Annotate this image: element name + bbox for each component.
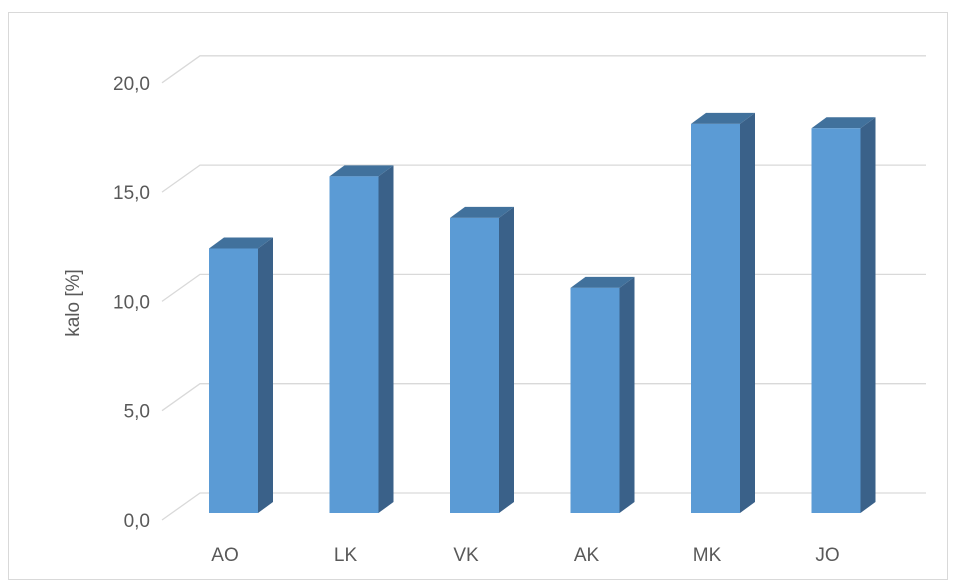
bar-top: [691, 112, 755, 124]
y-axis-title: kalo [%]: [63, 269, 84, 337]
gridline: [161, 55, 926, 84]
bar-side: [378, 165, 394, 513]
bar: [329, 165, 394, 513]
bar-top: [329, 165, 394, 177]
bar-top: [450, 206, 514, 218]
y-tick-label: 10,0: [113, 292, 150, 313]
bar-front: [570, 287, 620, 513]
bar-front: [209, 248, 258, 513]
x-tick-label: JO: [815, 545, 839, 566]
gridline: [161, 273, 926, 302]
bar-side: [860, 117, 876, 513]
bar-top: [570, 276, 635, 288]
x-tick-label: MK: [693, 545, 722, 566]
bar-front: [811, 128, 861, 514]
x-tick-label: LK: [334, 545, 358, 566]
y-tick-label: 0,0: [124, 511, 150, 532]
gridlines: [161, 55, 926, 521]
y-tick-labels: 0,0 5,0 10,0 15,0 20,0: [113, 74, 150, 532]
gridline: [161, 383, 926, 412]
gridline: [161, 492, 926, 521]
x-tick-label: VK: [453, 545, 479, 566]
bars: [209, 112, 876, 514]
bar: [209, 237, 273, 513]
bar: [811, 117, 876, 514]
x-tick-labels: AO LK VK AK MK JO: [211, 545, 839, 566]
gridline: [161, 164, 926, 193]
bar-top: [811, 117, 876, 129]
bar-front: [329, 176, 379, 513]
bar-side: [499, 206, 514, 513]
bar-front: [450, 217, 499, 513]
bar-top: [209, 237, 273, 249]
bar-side: [258, 237, 273, 513]
bar-side: [740, 112, 755, 513]
bar-front: [691, 123, 740, 513]
bar: [450, 206, 514, 513]
y-tick-label: 15,0: [113, 183, 150, 204]
bar: [691, 112, 755, 513]
bar: [570, 276, 635, 513]
y-tick-label: 5,0: [124, 402, 150, 423]
x-tick-label: AO: [211, 545, 238, 566]
y-tick-label: 20,0: [113, 74, 150, 95]
x-tick-label: AK: [574, 545, 600, 566]
bar-side: [619, 276, 635, 513]
